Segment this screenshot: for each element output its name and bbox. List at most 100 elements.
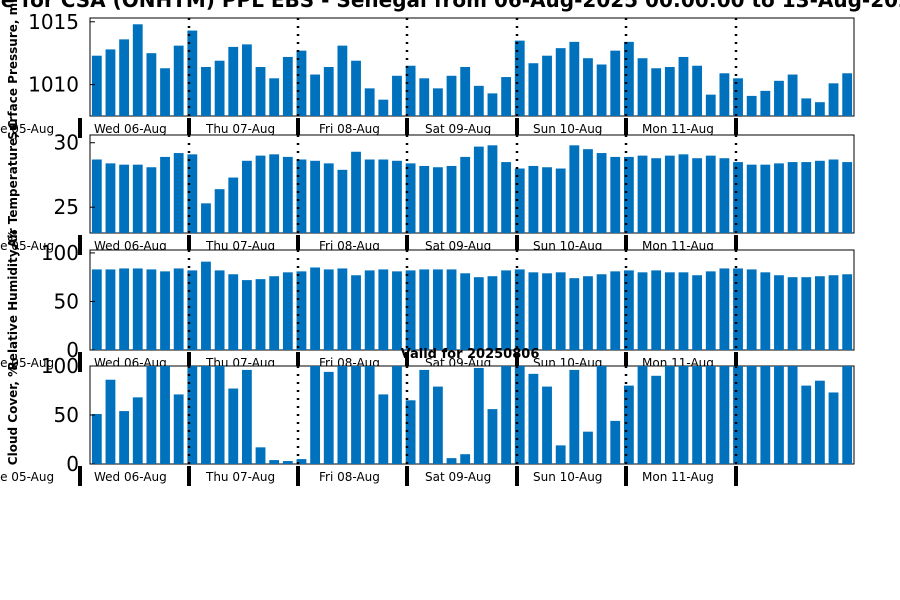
valid-for-label: Valid for 20250806 <box>401 347 540 362</box>
bar <box>119 411 130 464</box>
bar <box>241 44 252 116</box>
bar <box>842 162 853 233</box>
bar <box>282 156 293 233</box>
bar <box>719 268 730 350</box>
bar <box>828 83 839 116</box>
bar <box>555 445 566 464</box>
bar <box>282 461 293 464</box>
bar <box>801 98 812 116</box>
bar <box>446 269 457 350</box>
x-tick-label: Wed 06-Aug <box>94 122 167 136</box>
bar <box>378 269 389 350</box>
bar <box>801 277 812 350</box>
bar <box>201 203 211 233</box>
x-tick-label: Tue 05-Aug <box>0 470 54 484</box>
bar <box>282 272 293 350</box>
bar <box>310 74 321 116</box>
bar <box>651 375 662 464</box>
bar <box>746 366 757 464</box>
bar <box>555 48 566 116</box>
bar <box>351 151 361 233</box>
bar <box>623 41 634 117</box>
bar <box>705 94 716 116</box>
bar <box>664 67 675 116</box>
bar <box>201 366 211 464</box>
bar <box>678 154 689 233</box>
bar <box>432 88 443 116</box>
bar <box>719 366 730 464</box>
bar <box>351 366 361 464</box>
bar <box>760 272 771 350</box>
bar <box>733 78 743 116</box>
bar <box>337 366 348 464</box>
y-tick-label: 1010 <box>28 73 79 97</box>
bar <box>583 431 593 464</box>
bar <box>378 394 389 464</box>
x-tick-label: Tue 05-Aug <box>0 356 54 370</box>
bar <box>501 162 512 233</box>
bar <box>501 77 512 116</box>
bar <box>664 366 675 464</box>
bar <box>460 67 471 116</box>
x-tick-label: Fri 08-Aug <box>319 122 380 136</box>
x-tick-label: Thu 07-Aug <box>205 470 275 484</box>
bar <box>583 149 593 233</box>
x-tick-label: Mon 11-Aug <box>642 470 714 484</box>
bar <box>473 85 484 116</box>
x-tick-label: Mon 11-Aug <box>642 122 714 136</box>
bar <box>392 160 402 233</box>
bar <box>542 386 552 464</box>
bar <box>637 272 648 350</box>
bar <box>569 145 580 233</box>
bar <box>214 366 225 464</box>
bar <box>146 269 157 350</box>
bar <box>323 163 334 233</box>
bar <box>473 277 484 350</box>
bar <box>487 145 498 233</box>
bar <box>323 269 334 350</box>
bar <box>787 277 798 350</box>
bar <box>392 75 402 116</box>
bar <box>241 280 252 350</box>
bar <box>842 274 853 350</box>
bar <box>774 366 784 464</box>
bar <box>173 394 184 464</box>
y-axis-label: Air Temperature, C <box>6 120 20 248</box>
bar <box>337 169 348 233</box>
x-tick-label: Sun 10-Aug <box>533 122 602 136</box>
bar <box>173 45 184 116</box>
bar <box>801 162 812 233</box>
bar <box>596 64 607 116</box>
bar <box>160 271 170 350</box>
bar <box>214 60 225 116</box>
surface-pressure-panel: Tue 05-Aug Wed 06-Aug Thu 07-Aug Fri 08-Aug… <box>0 0 855 140</box>
bar <box>105 269 116 350</box>
bar <box>760 90 771 116</box>
bar <box>119 268 130 350</box>
y-axis-label: Surface Pressure, mb <box>6 0 20 140</box>
bar <box>146 366 157 464</box>
bar <box>760 366 771 464</box>
bar <box>842 366 853 464</box>
bar <box>228 274 239 350</box>
bar <box>733 268 743 350</box>
bar <box>310 267 321 350</box>
x-tick-label: Sun 10-Aug <box>533 470 602 484</box>
bar <box>214 270 225 350</box>
bar <box>569 41 580 117</box>
bar <box>310 160 321 233</box>
bar <box>187 30 198 117</box>
bar <box>514 269 525 350</box>
bar <box>705 366 716 464</box>
bar <box>364 159 375 233</box>
bar <box>569 369 580 464</box>
bar <box>774 163 784 233</box>
bar <box>364 366 375 464</box>
bar <box>637 58 648 116</box>
x-tick-label: Sat 09-Aug <box>425 470 491 484</box>
bar <box>132 397 143 464</box>
bar <box>296 459 307 464</box>
bar <box>501 270 512 350</box>
bar <box>405 163 416 233</box>
bar <box>146 53 157 116</box>
